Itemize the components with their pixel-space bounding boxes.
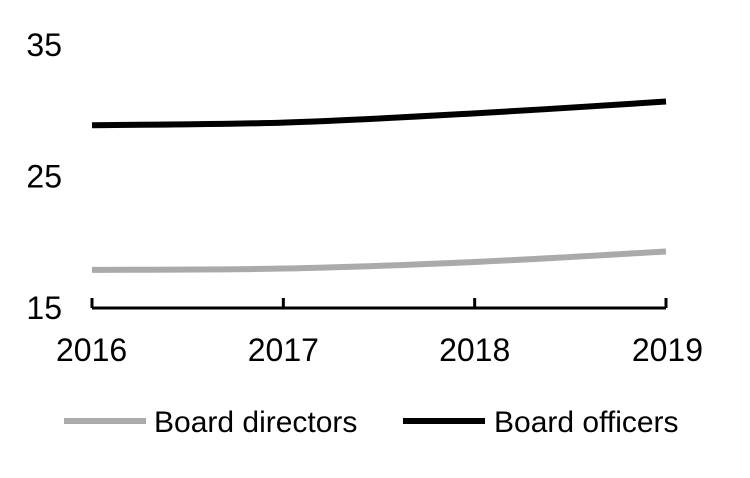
series-line-board-officers xyxy=(91,98,667,129)
series-lines xyxy=(91,98,667,273)
y-axis-tick-labels: 15 25 35 xyxy=(26,27,62,326)
y-tick-label: 15 xyxy=(26,290,62,326)
x-tick-label: 2017 xyxy=(248,332,319,368)
legend-label-board-directors: Board directors xyxy=(154,406,357,439)
y-tick-label: 35 xyxy=(26,27,62,63)
x-tick-label: 2019 xyxy=(632,332,703,368)
series-line-board-directors xyxy=(91,248,667,273)
legend-label-board-officers: Board officers xyxy=(494,406,679,439)
x-tick-label: 2016 xyxy=(56,332,127,368)
x-tick-label: 2018 xyxy=(439,332,510,368)
y-tick-label: 25 xyxy=(26,159,62,195)
legend: Board directors Board officers xyxy=(64,406,679,439)
x-axis: 2016 2017 2018 2019 xyxy=(56,298,703,368)
